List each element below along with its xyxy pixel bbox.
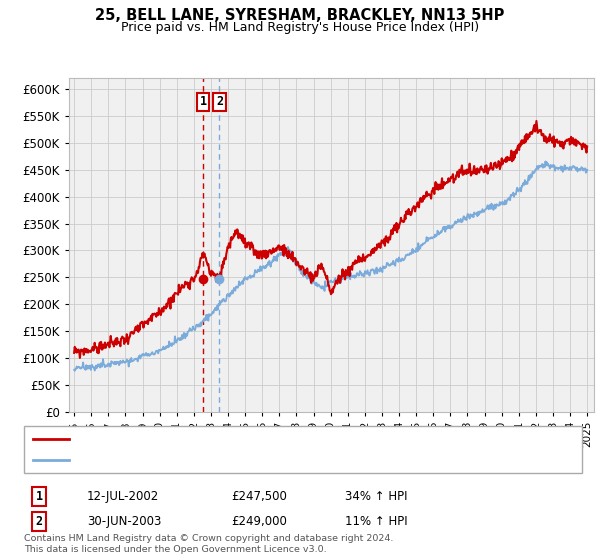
Text: 1: 1 — [35, 490, 43, 503]
Text: Price paid vs. HM Land Registry's House Price Index (HPI): Price paid vs. HM Land Registry's House … — [121, 21, 479, 34]
Text: 34% ↑ HPI: 34% ↑ HPI — [345, 490, 407, 503]
Text: 25, BELL LANE, SYRESHAM, BRACKLEY, NN13 5HP: 25, BELL LANE, SYRESHAM, BRACKLEY, NN13 … — [95, 8, 505, 24]
Text: 30-JUN-2003: 30-JUN-2003 — [87, 515, 161, 529]
Text: 2: 2 — [35, 515, 43, 529]
Text: £249,000: £249,000 — [231, 515, 287, 529]
Text: £247,500: £247,500 — [231, 490, 287, 503]
Text: 25, BELL LANE, SYRESHAM, BRACKLEY, NN13 5HP (detached house): 25, BELL LANE, SYRESHAM, BRACKLEY, NN13 … — [75, 434, 447, 444]
Text: 12-JUL-2002: 12-JUL-2002 — [87, 490, 159, 503]
Text: 2: 2 — [216, 95, 223, 108]
Text: 1: 1 — [200, 95, 206, 108]
Text: Contains HM Land Registry data © Crown copyright and database right 2024.: Contains HM Land Registry data © Crown c… — [24, 534, 394, 543]
Text: 11% ↑ HPI: 11% ↑ HPI — [345, 515, 407, 529]
Text: HPI: Average price, detached house, West Northamptonshire: HPI: Average price, detached house, West… — [75, 455, 407, 465]
Text: This data is licensed under the Open Government Licence v3.0.: This data is licensed under the Open Gov… — [24, 545, 326, 554]
